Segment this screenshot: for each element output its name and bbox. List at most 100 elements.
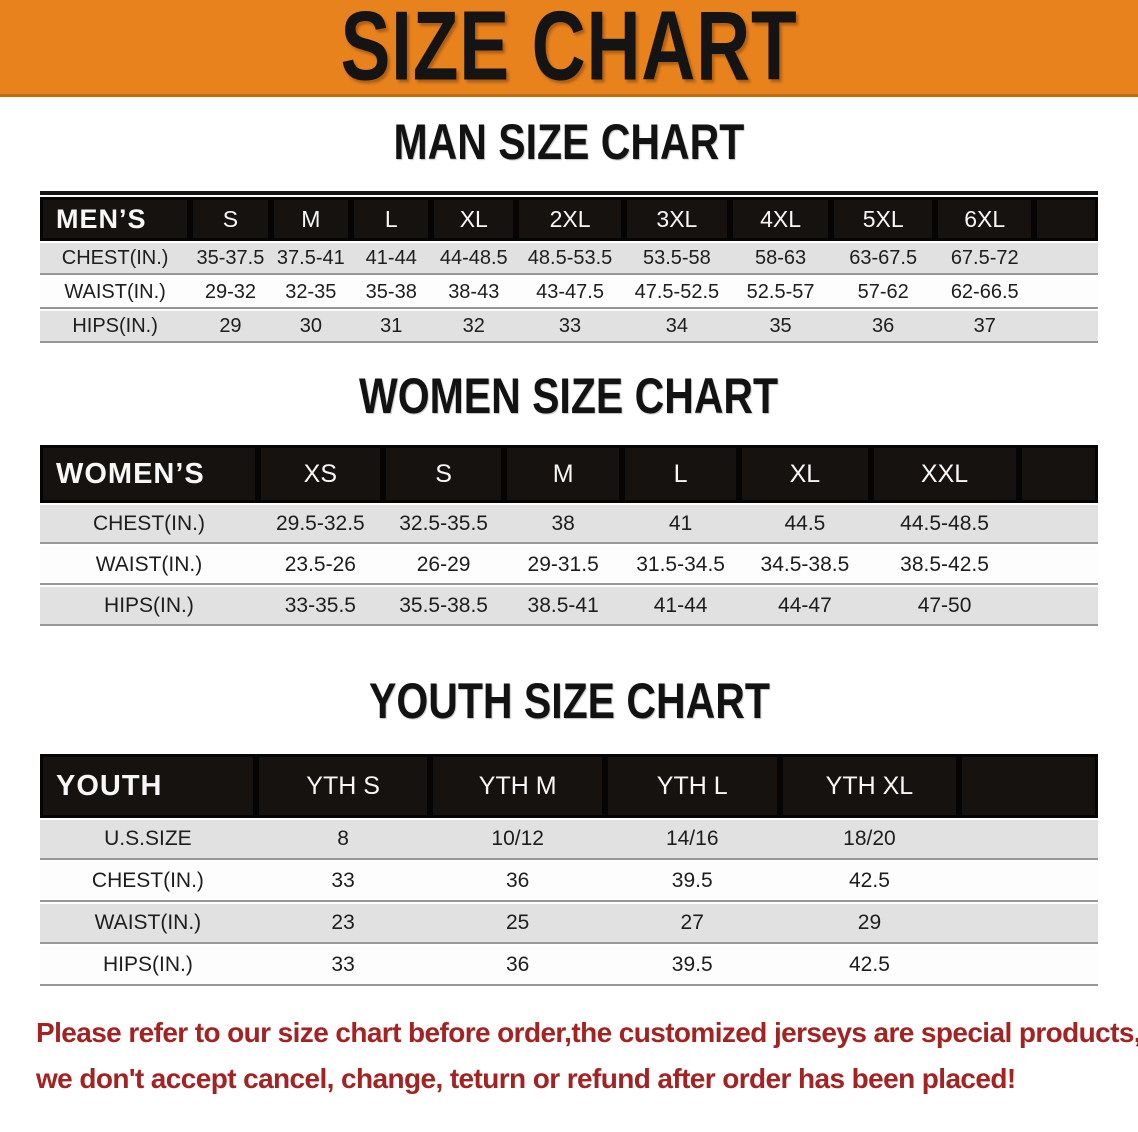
women-section-heading: WOMEN SIZE CHART bbox=[359, 368, 779, 424]
women-cell: 29-31.5 bbox=[504, 546, 622, 585]
size-chart-banner: SIZE CHART bbox=[0, 0, 1138, 97]
men-cell: 35 bbox=[729, 311, 832, 343]
youth-row-waist-in: WAIST(IN.) 23 25 27 29 bbox=[40, 904, 1098, 944]
women-cell: 26-29 bbox=[382, 546, 505, 585]
youth-section-heading: YOUTH SIZE CHART bbox=[368, 673, 770, 729]
youth-row-u-s-size: U.S.SIZE 8 10/12 14/16 18/20 bbox=[40, 820, 1098, 860]
disclaimer-line-2: we don't accept cancel, change, teturn o… bbox=[36, 1063, 1016, 1094]
women-col-header-l: L bbox=[621, 445, 740, 503]
women-cell-filler bbox=[1018, 587, 1098, 626]
men-cell: 38-43 bbox=[431, 277, 517, 309]
banner-title: SIZE CHART bbox=[340, 0, 798, 102]
women-cell-filler bbox=[1018, 505, 1098, 544]
men-col-header-6xl: 6XL bbox=[935, 197, 1035, 241]
youth-cell: 39.5 bbox=[604, 862, 780, 902]
youth-cell: 23 bbox=[255, 904, 431, 944]
youth-row-label: U.S.SIZE bbox=[40, 820, 256, 860]
youth-col-header-yth-l: YTH L bbox=[604, 754, 780, 818]
youth-cell: 36 bbox=[430, 862, 605, 902]
men-cell: 57-62 bbox=[831, 277, 936, 309]
youth-header-filler bbox=[959, 754, 1098, 818]
women-col-header-xxl: XXL bbox=[870, 445, 1019, 503]
men-header-filler bbox=[1034, 197, 1098, 241]
youth-col-header-yth-m: YTH M bbox=[430, 754, 605, 818]
youth-cell: 10/12 bbox=[430, 820, 605, 860]
men-cell: 67.5-72 bbox=[935, 243, 1035, 275]
disclaimer-text: Please refer to our size chart before or… bbox=[0, 1010, 1138, 1102]
men-row-waist-in: WAIST(IN.) 29-32 32-35 35-38 38-43 43-47.5 47.… bbox=[40, 277, 1098, 309]
men-cell-filler bbox=[1034, 311, 1098, 343]
women-cell: 34.5-38.5 bbox=[739, 546, 871, 585]
youth-header-row: YOUTH YTH S YTH M YTH L YTH XL bbox=[40, 754, 1098, 818]
men-cell: 32-35 bbox=[270, 277, 352, 309]
men-cell: 37.5-41 bbox=[270, 243, 352, 275]
men-section-heading: MAN SIZE CHART bbox=[393, 114, 745, 170]
women-col-header-m: M bbox=[504, 445, 622, 503]
women-cell: 31.5-34.5 bbox=[621, 546, 740, 585]
men-cell: 31 bbox=[351, 311, 432, 343]
youth-row-label: HIPS(IN.) bbox=[40, 946, 256, 986]
women-cell: 44-47 bbox=[739, 587, 871, 626]
women-header-label: WOMEN’S bbox=[40, 445, 258, 503]
men-col-header-3xl: 3XL bbox=[623, 197, 730, 241]
women-row-hips-in: HIPS(IN.) 33-35.5 35.5-38.5 38.5-41 41-44 44-… bbox=[40, 587, 1098, 626]
men-row-chest-in: CHEST(IN.) 35-37.5 37.5-41 41-44 44-48.5 48.5… bbox=[40, 243, 1098, 275]
youth-row-label: CHEST(IN.) bbox=[40, 862, 256, 902]
youth-row-hips-in: HIPS(IN.) 33 36 39.5 42.5 bbox=[40, 946, 1098, 986]
men-cell: 52.5-57 bbox=[729, 277, 832, 309]
men-cell: 53.5-58 bbox=[623, 243, 730, 275]
youth-cell: 27 bbox=[604, 904, 780, 944]
men-size-table: MEN’S S M L XL 2XL 3XL 4XL 5XL 6XL CHEST(IN.) 35-37… bbox=[40, 191, 1098, 345]
women-cell: 38.5-42.5 bbox=[870, 546, 1019, 585]
women-col-header-xs: XS bbox=[257, 445, 383, 503]
youth-cell: 8 bbox=[255, 820, 431, 860]
men-cell-filler bbox=[1034, 243, 1098, 275]
men-cell: 35-38 bbox=[351, 277, 432, 309]
youth-cell: 25 bbox=[430, 904, 605, 944]
men-cell: 43-47.5 bbox=[516, 277, 624, 309]
women-cell: 44.5 bbox=[739, 505, 871, 544]
men-cell: 34 bbox=[623, 311, 730, 343]
men-cell: 37 bbox=[935, 311, 1035, 343]
men-cell-filler bbox=[1034, 277, 1098, 309]
men-cell: 29-32 bbox=[190, 277, 271, 309]
women-row-chest-in: CHEST(IN.) 29.5-32.5 32.5-35.5 38 41 44.5 44.5… bbox=[40, 505, 1098, 544]
men-cell: 58-63 bbox=[729, 243, 832, 275]
youth-cell: 39.5 bbox=[604, 946, 780, 986]
men-cell: 41-44 bbox=[351, 243, 432, 275]
men-header-row: MEN’S S M L XL 2XL 3XL 4XL 5XL 6XL bbox=[40, 197, 1098, 241]
men-cell: 30 bbox=[270, 311, 352, 343]
men-col-header-m: M bbox=[270, 197, 352, 241]
men-row-label: WAIST(IN.) bbox=[40, 277, 191, 309]
women-col-header-xl: XL bbox=[739, 445, 871, 503]
women-cell: 47-50 bbox=[870, 587, 1019, 626]
women-size-table: WOMEN’S XS S M L XL XXL CHEST(IN.) 29.5-32.5 32.5… bbox=[40, 443, 1098, 628]
women-cell: 38 bbox=[504, 505, 622, 544]
men-row-hips-in: HIPS(IN.) 29 30 31 32 33 34 35 36 37 bbox=[40, 311, 1098, 343]
men-cell: 62-66.5 bbox=[935, 277, 1035, 309]
youth-cell-filler bbox=[959, 862, 1098, 902]
youth-cell: 33 bbox=[255, 862, 431, 902]
youth-cell-filler bbox=[959, 904, 1098, 944]
youth-cell: 42.5 bbox=[779, 862, 960, 902]
women-cell-filler bbox=[1018, 546, 1098, 585]
women-cell: 44.5-48.5 bbox=[870, 505, 1019, 544]
men-row-label: HIPS(IN.) bbox=[40, 311, 191, 343]
women-cell: 29.5-32.5 bbox=[257, 505, 383, 544]
women-row-label: CHEST(IN.) bbox=[40, 505, 258, 544]
men-cell: 47.5-52.5 bbox=[623, 277, 730, 309]
men-col-header-l: L bbox=[351, 197, 432, 241]
youth-header-label: YOUTH bbox=[40, 754, 256, 818]
youth-row-label: WAIST(IN.) bbox=[40, 904, 256, 944]
men-cell: 32 bbox=[431, 311, 517, 343]
women-cell: 23.5-26 bbox=[257, 546, 383, 585]
women-row-label: WAIST(IN.) bbox=[40, 546, 258, 585]
youth-cell: 33 bbox=[255, 946, 431, 986]
youth-cell-filler bbox=[959, 820, 1098, 860]
youth-cell: 29 bbox=[779, 904, 960, 944]
women-cell: 35.5-38.5 bbox=[382, 587, 505, 626]
men-cell: 36 bbox=[831, 311, 936, 343]
men-cell: 29 bbox=[190, 311, 271, 343]
disclaimer-line-1: Please refer to our size chart before or… bbox=[36, 1017, 1138, 1048]
youth-col-header-yth-s: YTH S bbox=[255, 754, 431, 818]
